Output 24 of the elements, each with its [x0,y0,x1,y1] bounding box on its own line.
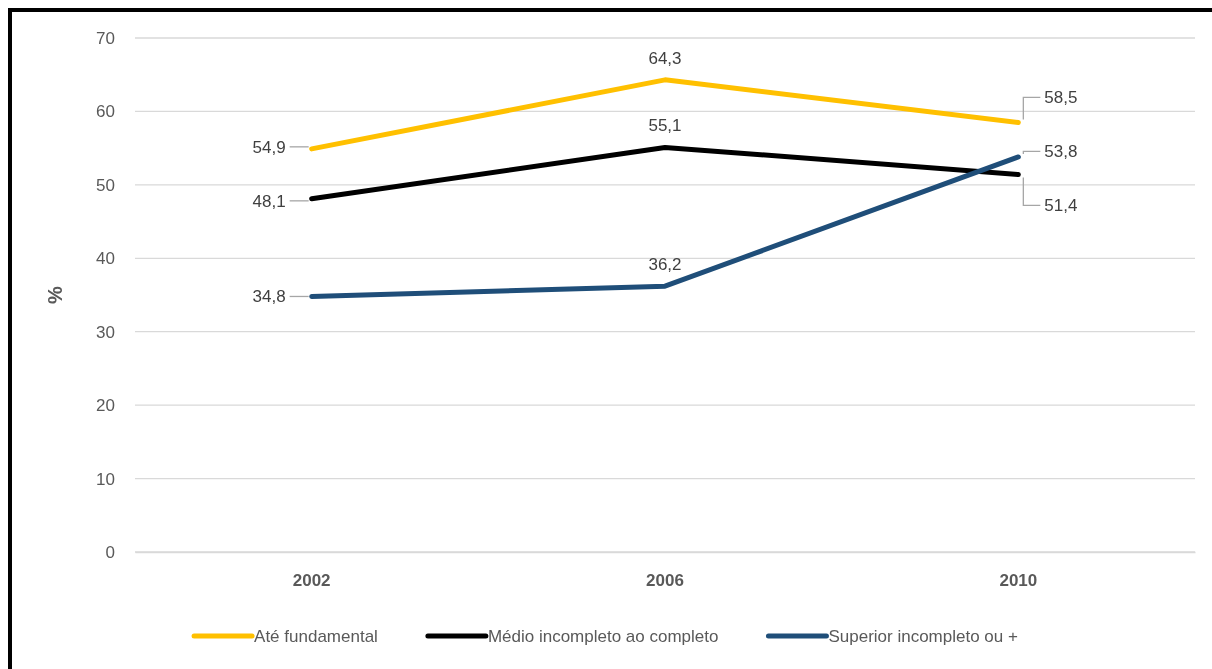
y-tick-label: 50 [96,175,115,195]
data-label: 34,8 [252,287,286,307]
data-label: 54,9 [252,137,286,157]
y-tick-label: 40 [96,249,115,269]
y-tick-label: 60 [96,102,115,122]
legend-label: Até fundamental [254,626,378,646]
data-label: 55,1 [648,116,682,136]
y-tick-label: 20 [96,396,115,416]
x-tick-label: 2006 [646,571,684,591]
data-label: 53,8 [1044,142,1078,162]
x-tick-label: 2002 [292,571,331,591]
y-axis-title: % [44,285,66,304]
data-label: 58,5 [1044,88,1078,108]
x-tick-label: 2010 [999,571,1038,591]
y-tick-label: 0 [105,542,115,562]
data-label: 36,2 [648,255,682,275]
legend-label: Médio incompleto ao completo [487,626,719,646]
y-tick-label: 30 [96,322,115,342]
legend-label: Superior incompleto ou + [828,626,1018,646]
y-tick-label: 70 [96,28,115,48]
y-tick-label: 10 [96,469,115,489]
data-label: 64,3 [648,48,682,68]
data-label: 48,1 [252,191,286,211]
data-label: 51,4 [1044,196,1078,216]
